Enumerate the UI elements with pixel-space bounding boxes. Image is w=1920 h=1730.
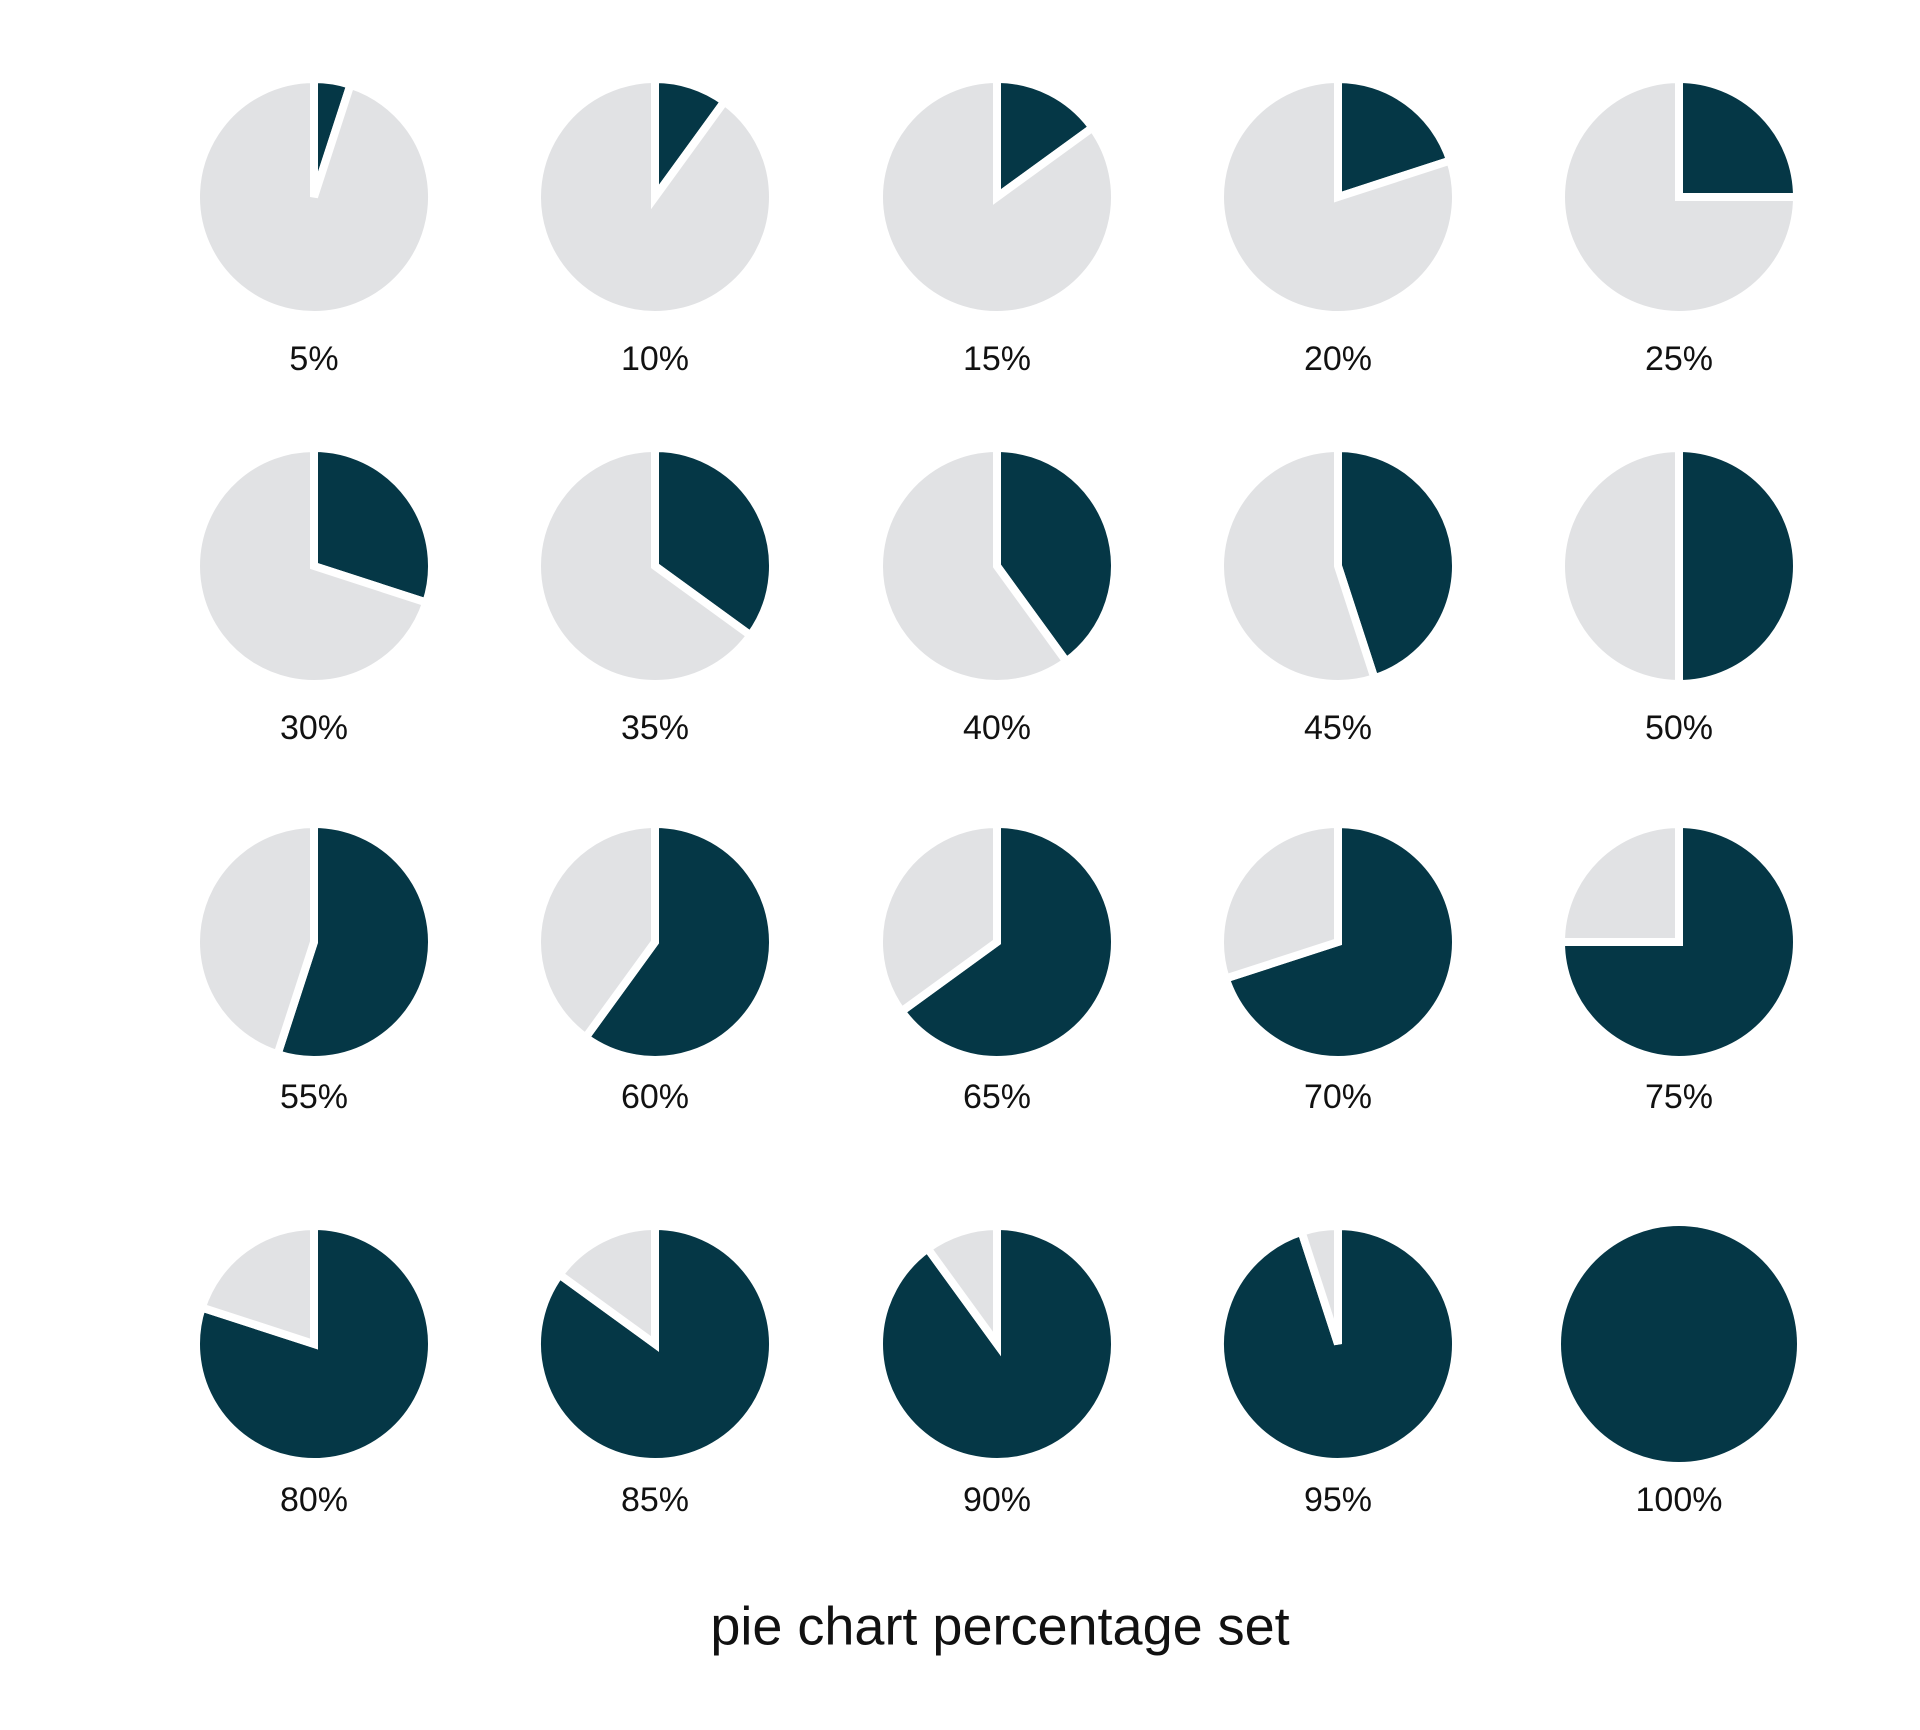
pie-slice [192, 819, 318, 1060]
pie-slice [1557, 443, 1683, 689]
pie-slice [310, 443, 436, 608]
pie-slice [922, 1221, 1001, 1357]
pie-slice [1556, 819, 1683, 946]
value-label: 30% [280, 709, 348, 747]
pie-slice [192, 74, 436, 319]
pie-slice [993, 74, 1099, 205]
value-label: 5% [289, 340, 338, 378]
value-label: 35% [621, 709, 689, 747]
pie-slice [651, 443, 777, 641]
pie-slice [1675, 443, 1801, 689]
pie-slice [1216, 819, 1342, 984]
value-label: 50% [1645, 709, 1713, 747]
pie-slice [580, 819, 777, 1064]
pie-slice [895, 819, 1119, 1064]
value-label: 80% [280, 1481, 348, 1519]
value-label: 100% [1636, 1481, 1723, 1519]
pie-slice [1334, 443, 1460, 684]
value-label: 45% [1304, 709, 1372, 747]
value-label: 95% [1304, 1481, 1372, 1519]
pie-slice [1216, 74, 1460, 319]
value-label: 75% [1645, 1078, 1713, 1116]
pie-slice [533, 443, 757, 688]
pie-slice [192, 443, 432, 688]
value-label: 40% [963, 709, 1031, 747]
value-label: 70% [1304, 1078, 1372, 1116]
pie-slice [533, 74, 777, 319]
pie-slice [993, 443, 1119, 668]
pie-slice [533, 819, 659, 1044]
pie-slice [1216, 443, 1380, 688]
value-label: 55% [280, 1078, 348, 1116]
pie-slice [1556, 819, 1801, 1064]
value-label: 65% [963, 1078, 1031, 1116]
pie-slice [192, 1221, 436, 1466]
sheet-title: pie chart percentage set [710, 1596, 1289, 1656]
value-label: 90% [963, 1481, 1031, 1519]
pie-slice [1561, 1226, 1797, 1462]
pie-slice [1557, 74, 1802, 319]
pie-slice [553, 1221, 659, 1352]
value-label: 10% [621, 340, 689, 378]
value-label: 85% [621, 1481, 689, 1519]
value-label: 25% [1645, 340, 1713, 378]
value-label: 60% [621, 1078, 689, 1116]
pie-slice [1675, 74, 1802, 201]
pie-slice [196, 1221, 318, 1350]
pie-slice [875, 74, 1119, 319]
value-label: 20% [1304, 340, 1372, 378]
value-label: 15% [963, 340, 1031, 378]
pie-slice [1296, 1221, 1342, 1346]
pie-slice [875, 819, 1001, 1017]
pie-slice [875, 443, 1072, 688]
